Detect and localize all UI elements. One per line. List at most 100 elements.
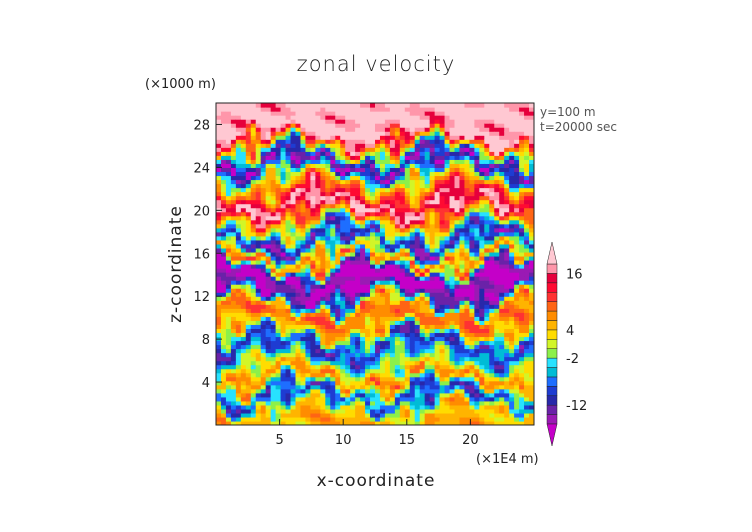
heatmap-cell: [290, 231, 297, 237]
heatmap-cell: [295, 167, 302, 173]
heatmap-cell: [260, 276, 267, 281]
heatmap-cell: [409, 412, 416, 418]
heatmap-cell: [419, 255, 426, 261]
heatmap-cell: [429, 280, 436, 285]
heatmap-cell: [325, 127, 331, 132]
heatmap-cell: [265, 376, 272, 382]
heatmap-cell: [404, 272, 411, 277]
heatmap-cell: [429, 320, 436, 325]
heatmap-cell: [434, 135, 441, 140]
heatmap-cell: [360, 264, 366, 269]
heatmap-cell: [350, 175, 356, 181]
heatmap-cell: [265, 167, 272, 173]
heatmap-cell: [216, 115, 222, 120]
heatmap-cell: [479, 167, 485, 173]
heatmap-cell: [519, 227, 525, 233]
heatmap-cell: [454, 239, 461, 245]
heatmap-cell: [360, 211, 366, 217]
heatmap-cell: [320, 276, 326, 281]
heatmap-cell: [300, 296, 307, 301]
heatmap-cell: [394, 368, 401, 374]
heatmap-cell: [384, 191, 391, 197]
heatmap-cell: [310, 135, 316, 140]
heatmap-cell: [414, 239, 421, 245]
heatmap-cell: [290, 340, 297, 346]
heatmap-cell: [379, 127, 386, 132]
heatmap-cell: [454, 348, 461, 354]
heatmap-cell: [270, 324, 277, 329]
heatmap-cell: [340, 392, 346, 398]
heatmap-cell: [379, 268, 386, 273]
heatmap-cell: [250, 255, 257, 261]
heatmap-cell: [350, 404, 356, 410]
heatmap-cell: [265, 392, 272, 398]
heatmap-cell: [260, 280, 267, 285]
heatmap-cell: [494, 171, 500, 177]
heatmap-cell: [285, 272, 292, 277]
heatmap-cell: [459, 376, 466, 382]
heatmap-cell: [270, 127, 277, 132]
heatmap-cell: [225, 376, 232, 382]
heatmap-cell: [509, 296, 515, 301]
heatmap-cell: [216, 223, 222, 229]
heatmap-cell: [280, 392, 287, 398]
heatmap-cell: [245, 276, 252, 281]
heatmap-cell: [290, 119, 297, 124]
heatmap-cell: [355, 296, 361, 301]
heatmap-cell: [235, 368, 242, 374]
heatmap-cell: [409, 223, 416, 229]
heatmap-cell: [230, 300, 237, 305]
heatmap-cell: [514, 131, 520, 136]
heatmap-cell: [315, 103, 321, 108]
heatmap-cell: [220, 143, 227, 148]
heatmap-cell: [464, 392, 471, 398]
heatmap-cell: [449, 304, 456, 309]
heatmap-cell: [429, 143, 436, 148]
heatmap-cell: [404, 171, 411, 177]
heatmap-cell: [275, 332, 282, 338]
heatmap-cell: [345, 187, 351, 193]
heatmap-cell: [394, 131, 401, 136]
heatmap-cell: [310, 175, 316, 181]
heatmap-cell: [255, 360, 262, 366]
heatmap-cell: [250, 348, 257, 354]
heatmap-cell: [379, 336, 386, 342]
heatmap-cell: [216, 259, 222, 265]
heatmap-cell: [464, 239, 471, 245]
heatmap-cell: [429, 255, 436, 261]
heatmap-cell: [295, 119, 302, 124]
heatmap-cell: [325, 348, 331, 354]
heatmap-cell: [270, 372, 277, 378]
heatmap-cell: [220, 147, 227, 152]
heatmap-cell: [424, 211, 431, 217]
heatmap-cell: [459, 215, 466, 221]
heatmap-cell: [255, 416, 262, 422]
heatmap-cell: [484, 211, 490, 217]
heatmap-cell: [439, 332, 446, 338]
heatmap-cell: [300, 123, 307, 128]
heatmap-cell: [489, 171, 495, 177]
heatmap-cell: [295, 235, 302, 241]
heatmap-cell: [365, 316, 371, 321]
heatmap-cell: [250, 388, 257, 394]
heatmap-cell: [350, 268, 356, 273]
heatmap-cell: [260, 175, 267, 181]
heatmap-cell: [469, 255, 475, 261]
heatmap-cell: [479, 231, 485, 237]
heatmap-cell: [499, 171, 505, 177]
heatmap-cell: [235, 111, 242, 116]
chart-title: zonal velocity: [297, 52, 456, 76]
heatmap-cell: [370, 243, 376, 249]
heatmap-cell: [399, 211, 406, 217]
heatmap-cell: [345, 324, 351, 329]
heatmap-cell: [260, 268, 267, 273]
heatmap-cell: [519, 308, 525, 313]
heatmap-cell: [519, 143, 525, 148]
heatmap-cell: [345, 255, 351, 261]
heatmap-cell: [459, 344, 466, 350]
heatmap-cell: [409, 227, 416, 233]
heatmap-cell: [345, 264, 351, 269]
heatmap-cell: [424, 412, 431, 418]
heatmap-cell: [404, 111, 411, 116]
heatmap-cell: [240, 316, 247, 321]
